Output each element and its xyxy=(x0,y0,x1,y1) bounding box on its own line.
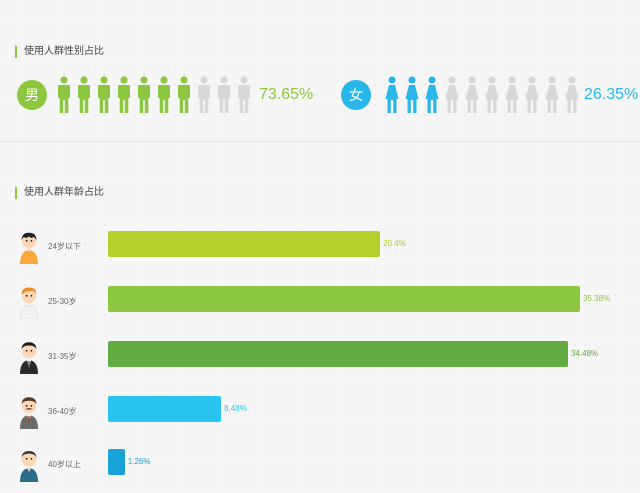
female-person-icon xyxy=(385,76,399,113)
age-bar xyxy=(108,396,222,422)
female-person-icon xyxy=(485,76,499,113)
male-person-icon xyxy=(118,76,130,113)
age-value-label: 34.48% xyxy=(571,349,599,358)
age-bar xyxy=(108,231,381,257)
age-category-label: 25-30岁 xyxy=(48,297,77,306)
age-category-label: 24岁以下 xyxy=(48,242,81,251)
male-person-icon xyxy=(138,76,150,113)
age-bar xyxy=(108,449,125,475)
female-person-icon xyxy=(465,76,479,113)
boy-avatar-icon xyxy=(20,232,38,264)
female-percent: 26.35% xyxy=(584,86,639,103)
female-badge: 女 xyxy=(341,80,371,110)
male-person-icon xyxy=(158,76,170,113)
section-divider xyxy=(0,141,640,142)
young-man-avatar-icon xyxy=(19,287,39,319)
male-person-icon xyxy=(238,76,250,113)
age-row: 36-40岁 8.48% xyxy=(0,393,640,433)
male-percent: 73.65% xyxy=(259,86,314,103)
female-person-icon xyxy=(405,76,419,113)
male-person-icon xyxy=(98,76,110,113)
female-person-icon xyxy=(525,76,539,113)
male-person-icon xyxy=(178,76,190,113)
male-person-icon xyxy=(218,76,230,113)
age-category-label: 40岁以上 xyxy=(48,460,81,469)
age-bar xyxy=(108,341,568,367)
male-person-icon xyxy=(78,76,90,113)
age-value-label: 20.4% xyxy=(383,239,406,248)
male-person-icon xyxy=(58,76,70,113)
age-row: 31-35岁 34.48% xyxy=(0,338,640,378)
female-person-icon xyxy=(425,76,439,113)
mustache-man-avatar-icon xyxy=(20,397,38,429)
age-category-label: 36-40岁 xyxy=(48,407,77,416)
age-bar xyxy=(108,286,580,312)
age-value-label: 35.38% xyxy=(583,294,611,303)
age-row: 24岁以下 20.4% xyxy=(0,228,640,268)
age-row: 25-30岁 35.38% xyxy=(0,283,640,323)
suited-man-avatar-icon xyxy=(20,342,38,374)
gender-section-title: 使用人群性别占比 xyxy=(15,46,104,58)
age-value-label: 8.48% xyxy=(224,404,247,413)
age-category-label: 31-35岁 xyxy=(48,352,77,361)
male-person-icon xyxy=(198,76,210,113)
age-value-label: 1.26% xyxy=(127,457,151,466)
female-person-icon xyxy=(565,76,579,113)
male-badge: 男 xyxy=(17,80,47,110)
age-section-title: 使用人群年龄占比 xyxy=(15,187,104,199)
older-man-avatar-icon xyxy=(20,451,38,482)
age-row: 40岁以上 1.26% xyxy=(0,446,640,486)
female-person-icon xyxy=(505,76,519,113)
female-person-icon xyxy=(545,76,559,113)
female-person-icon xyxy=(445,76,459,113)
